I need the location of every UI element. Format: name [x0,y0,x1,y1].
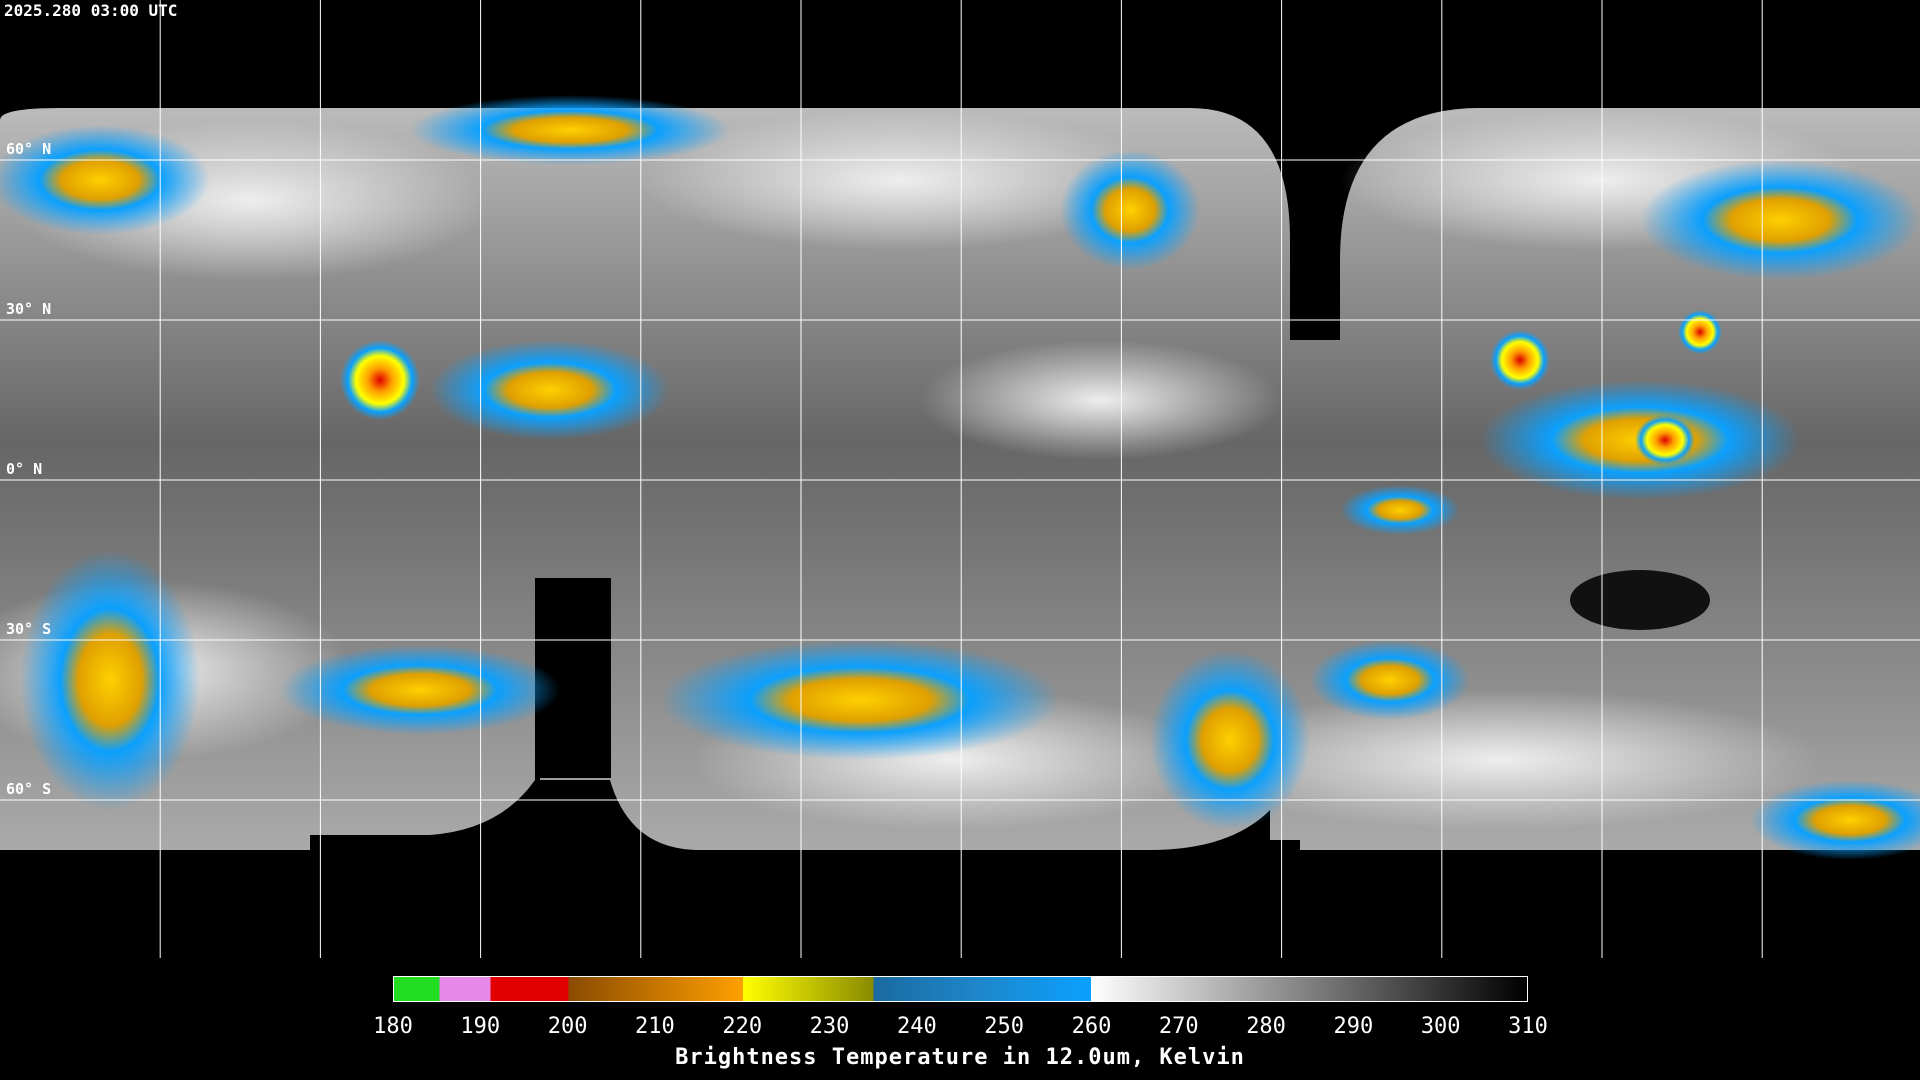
latitude-label: 60° N [6,140,52,158]
latitude-label: 60° S [6,780,52,798]
colorbar-tick-label: 280 [1246,1014,1286,1039]
latitude-label: 30° N [6,300,52,318]
colorbar-tick-label: 220 [722,1014,763,1039]
satellite-map [0,0,1920,958]
colorbar-tick-label: 240 [896,1014,937,1039]
colorbar-title: Brightness Temperature in 12.0um, Kelvin [675,1045,1245,1070]
colorbar-tick-label: 290 [1333,1014,1374,1039]
colorbar-tick-label: 190 [460,1014,501,1039]
cloud-features [0,95,1920,860]
timestamp: 2025.280 03:00 UTC [4,1,178,20]
colorbar-tick-label: 260 [1071,1014,1112,1039]
graticule [0,0,1920,958]
latitude-label: 30° S [6,620,52,638]
colorbar-tick-label: 310 [1508,1014,1548,1039]
colorbar-tick-label: 250 [984,1014,1025,1039]
colorbar-tick-label: 180 [373,1014,413,1039]
colorbar-tick-label: 300 [1420,1014,1461,1039]
colorbar-tick-label: 200 [547,1014,588,1039]
colorbar [393,976,1528,1002]
latitude-label: 0° N [6,460,43,478]
colorbar-tick-label: 270 [1158,1014,1199,1039]
colorbar-tick-label: 210 [635,1014,675,1039]
colorbar-tick-label: 230 [809,1014,850,1039]
